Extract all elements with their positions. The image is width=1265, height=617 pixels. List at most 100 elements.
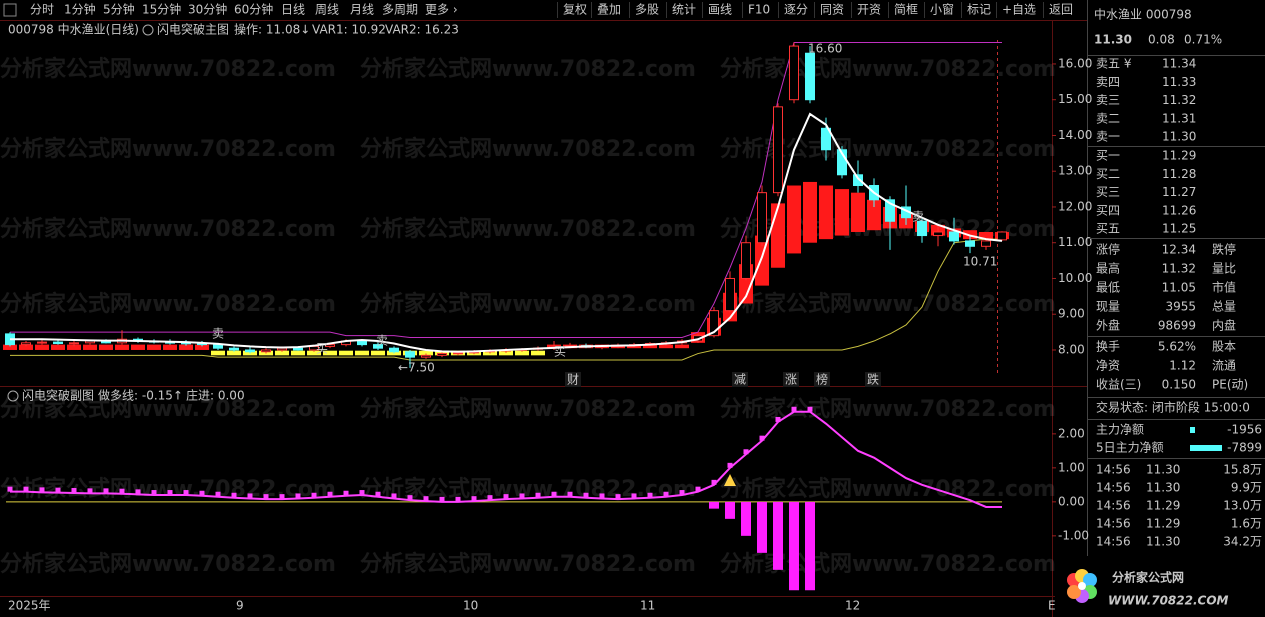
tick-time: 14:56 <box>1096 463 1131 477</box>
toolbar-button[interactable]: 叠加 <box>597 3 621 17</box>
period-tab[interactable]: 更多 › <box>425 3 458 17</box>
fund-value: -7899 <box>1227 441 1262 455</box>
stat-value: 98699 <box>1158 319 1196 333</box>
line-marker <box>743 449 749 455</box>
band-bar <box>211 350 225 356</box>
band-bar <box>867 199 881 231</box>
band-bar <box>803 181 817 243</box>
logo-petal <box>1083 573 1097 587</box>
signal-label: 卖 <box>912 210 924 224</box>
menu-icon[interactable] <box>3 3 17 17</box>
band-bar <box>3 344 17 350</box>
watermark: 分析家公式网www.70822.com <box>720 396 1056 422</box>
band-bar <box>131 344 145 350</box>
order-price: 11.32 <box>1162 93 1196 107</box>
candle-body <box>357 340 367 346</box>
tick-price: 11.29 <box>1146 517 1180 531</box>
indicator-name[interactable]: 闪电突破主图 <box>157 22 229 37</box>
toolbar-button[interactable]: 逐分 <box>784 3 808 17</box>
logo-center <box>1078 582 1086 590</box>
indicator-icon[interactable] <box>7 390 19 402</box>
period-tab[interactable]: 日线 <box>281 3 305 17</box>
period-tab[interactable]: 5分钟 <box>103 2 135 17</box>
toolbar-button[interactable]: 统计 <box>672 3 696 17</box>
toolbar-button[interactable]: 同资 <box>820 3 844 17</box>
period-tab[interactable]: 15分钟 <box>142 2 181 17</box>
order-price: 11.29 <box>1162 149 1196 163</box>
order-price: 11.25 <box>1162 222 1196 236</box>
candle-body <box>981 240 991 247</box>
toolbar-button[interactable]: +自选 <box>1002 3 1036 17</box>
candle-body <box>405 351 415 358</box>
band-bar <box>787 185 801 254</box>
line-marker <box>615 494 621 500</box>
watermark: 分析家公式网www.70822.com <box>0 56 336 82</box>
order-label: 买三 <box>1096 185 1120 199</box>
toolbar-button[interactable]: F10 <box>748 3 770 17</box>
stat-value: 12.34 <box>1162 243 1196 257</box>
band-bar <box>147 344 161 350</box>
period-tab[interactable]: 周线 <box>315 3 339 17</box>
toolbar-button[interactable]: 标记 <box>967 3 991 17</box>
event-marker[interactable]: 跌 <box>867 372 879 387</box>
band-bar <box>659 344 673 349</box>
band-bar <box>275 350 289 356</box>
period-tab[interactable]: 30分钟 <box>188 2 227 17</box>
stat-label: 跌停 <box>1212 242 1236 257</box>
band-bar <box>675 344 689 349</box>
y-tick-label: 12.00 <box>1058 199 1092 213</box>
event-marker[interactable]: 财 <box>567 373 579 387</box>
toolbar-button[interactable]: 开资 <box>857 3 881 17</box>
stock-name: 中水渔业 000798 <box>1094 7 1192 22</box>
line-marker <box>407 495 413 501</box>
toolbar-button[interactable]: 画线 <box>708 3 732 17</box>
band-bar <box>371 350 385 356</box>
candle-body <box>453 352 463 355</box>
trade-status: 交易状态: 闭市阶段 15:00:0 <box>1096 400 1250 415</box>
band-bar <box>819 185 833 240</box>
line-marker <box>263 494 269 500</box>
order-price: 11.33 <box>1162 75 1196 89</box>
stat-label: 最高 <box>1096 261 1120 276</box>
period-tab[interactable]: 60分钟 <box>234 2 273 17</box>
order-price: 11.30 <box>1162 130 1196 144</box>
tick-volume: 9.9万 <box>1231 481 1262 495</box>
event-box <box>732 372 748 387</box>
event-marker[interactable]: 涨 <box>785 372 797 387</box>
line-marker <box>103 488 109 494</box>
stat-label: 市值 <box>1212 280 1236 295</box>
line-marker <box>119 488 125 494</box>
period-tab[interactable]: 分时 <box>30 3 54 17</box>
candle-body <box>837 149 847 176</box>
period-tab[interactable]: 1分钟 <box>64 2 96 17</box>
histogram-bar <box>725 501 735 519</box>
indicator-icon[interactable] <box>142 24 154 36</box>
toolbar-button[interactable]: 多股 <box>635 3 659 17</box>
toolbar-button[interactable]: 简框 <box>894 3 918 17</box>
stat-value: 11.05 <box>1162 281 1196 295</box>
tick-price: 11.30 <box>1146 481 1180 495</box>
sub-indicator-name[interactable]: 闪电突破副图 <box>22 388 94 403</box>
histogram-bar <box>757 501 767 553</box>
tick-volume: 1.6万 <box>1231 517 1262 531</box>
toolbar-button[interactable]: 小窗 <box>930 3 954 17</box>
line-marker <box>23 486 29 492</box>
histogram-bar <box>709 501 719 509</box>
quote-panel: 中水渔业 000798 11.30 0.08 0.71% 卖五 ¥ 11.34 卖四 11.3… <box>1055 7 1265 617</box>
band-bar <box>979 231 993 240</box>
toolbar-button[interactable]: 复权 <box>563 3 587 17</box>
event-marker[interactable]: 榜 <box>816 372 828 387</box>
order-label: 卖一 <box>1096 130 1120 144</box>
band-bar <box>419 350 433 356</box>
histogram-bar <box>773 501 783 570</box>
candle-body <box>245 349 255 353</box>
toolbar-button[interactable]: 返回 <box>1049 3 1073 17</box>
stat-label: 换手 <box>1096 340 1120 354</box>
y-tick-label: 13.00 <box>1058 164 1092 178</box>
event-marker[interactable]: 减 <box>734 373 746 387</box>
candle-body <box>293 347 303 351</box>
period-tab[interactable]: 月线 <box>350 3 374 17</box>
period-tab[interactable]: 多周期 <box>382 3 418 17</box>
